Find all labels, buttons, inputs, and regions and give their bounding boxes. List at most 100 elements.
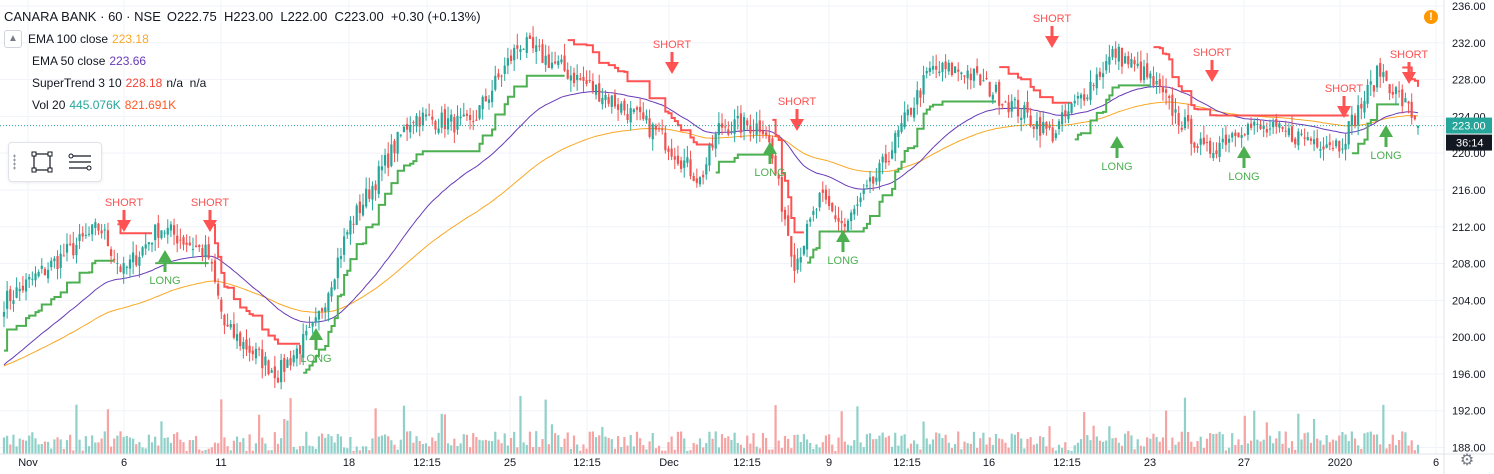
volume-bar [1240, 444, 1243, 454]
collapse-legend-button[interactable]: ▲ [4, 30, 22, 48]
candle [635, 105, 639, 121]
rectangle-tool-button[interactable] [29, 149, 55, 175]
indicator-volume[interactable]: Vol 20 445.076K 821.691K [4, 94, 481, 116]
volume-bar [809, 442, 812, 454]
candle-body [887, 161, 891, 163]
volume-bar [1117, 442, 1120, 454]
candle [1105, 54, 1108, 74]
gear-icon[interactable]: ⚙ [1459, 452, 1475, 469]
candle [182, 234, 185, 251]
candle [113, 249, 116, 263]
candle-body [412, 122, 415, 124]
symbol-name[interactable]: CANARA BANK [4, 9, 97, 24]
marker-label: SHORT [1193, 47, 1232, 59]
candle [928, 61, 931, 76]
drag-handle[interactable] [13, 154, 16, 170]
interval-label[interactable]: 60 [108, 9, 123, 24]
candle [396, 131, 399, 162]
candle [1168, 94, 1171, 110]
time-tick-label: 6 [121, 457, 127, 469]
candle-body [138, 256, 141, 266]
volume-bar [720, 434, 724, 454]
volume-bar [330, 436, 333, 454]
candle-body [780, 176, 783, 212]
candle [1111, 45, 1114, 61]
candle [1281, 126, 1284, 133]
candle [24, 273, 28, 301]
candle [1023, 101, 1026, 124]
candle [1331, 140, 1335, 152]
candle-body [1035, 121, 1039, 130]
candle [188, 235, 191, 246]
volume-bar [1187, 431, 1190, 454]
candle [717, 112, 720, 145]
candle [730, 121, 733, 135]
candle-body [450, 114, 453, 122]
candle [506, 47, 509, 75]
volume-bar [585, 448, 588, 454]
volume-bar [1338, 435, 1341, 454]
candle-body [443, 109, 446, 130]
candle [1272, 118, 1275, 135]
candle-body [37, 271, 40, 277]
lines-tool-button[interactable] [67, 149, 93, 175]
candle-body [122, 263, 125, 274]
candle [56, 250, 59, 280]
candle-body [396, 132, 399, 154]
candle-body [1183, 117, 1187, 129]
candle [1256, 117, 1259, 133]
candle-body [827, 195, 831, 206]
volume-bar [925, 438, 928, 454]
candle [1312, 130, 1316, 152]
candle-body [1133, 60, 1136, 65]
candle [736, 105, 739, 130]
supertrend-segment [1153, 46, 1349, 117]
volume-bar [1064, 442, 1067, 454]
candle [437, 118, 440, 135]
supertrend-segment [999, 66, 1072, 104]
supertrend-segment [772, 118, 804, 234]
price-tick-label: 204.00 [1452, 295, 1486, 307]
volume-bar [298, 446, 302, 454]
volume-bar [1020, 438, 1023, 454]
warning-icon[interactable]: ! [1424, 10, 1438, 24]
candle [176, 224, 179, 253]
supertrend-segment [715, 153, 770, 174]
candle [204, 235, 207, 268]
volume-bar [286, 420, 289, 454]
candle [141, 245, 144, 258]
candle [509, 49, 513, 65]
candle-body [598, 83, 601, 102]
candle-body [689, 159, 692, 177]
volume-bar [437, 432, 440, 454]
volume-bar [188, 439, 191, 454]
indicator-ema50[interactable]: EMA 50 close 223.66 [4, 50, 481, 72]
volume-bar [566, 432, 569, 454]
candle [81, 226, 84, 242]
marker-label: SHORT [1033, 13, 1072, 25]
candle-body [657, 128, 661, 130]
candle-body [56, 256, 59, 269]
volume-bar [1101, 441, 1105, 454]
volume-bar [487, 440, 491, 454]
candle-body [245, 339, 248, 350]
candle [1391, 83, 1394, 99]
volume-bar [950, 447, 954, 454]
candle [613, 89, 617, 109]
candle [119, 264, 122, 273]
candle [1149, 70, 1152, 88]
candle [387, 142, 390, 177]
indicator-supertrend[interactable]: SuperTrend 3 10 228.18 n/a n/a [4, 72, 481, 94]
candle [365, 177, 368, 209]
candle [286, 357, 289, 368]
candle [1054, 129, 1057, 141]
candle [1180, 121, 1183, 133]
volume-bar [223, 437, 226, 454]
candle-body [1357, 105, 1360, 125]
candle [894, 130, 897, 162]
indicator-ema100[interactable]: ▲ EMA 100 close 223.18 [4, 28, 481, 50]
candle [333, 278, 336, 291]
volume-bar [774, 405, 777, 454]
candle [824, 184, 828, 205]
